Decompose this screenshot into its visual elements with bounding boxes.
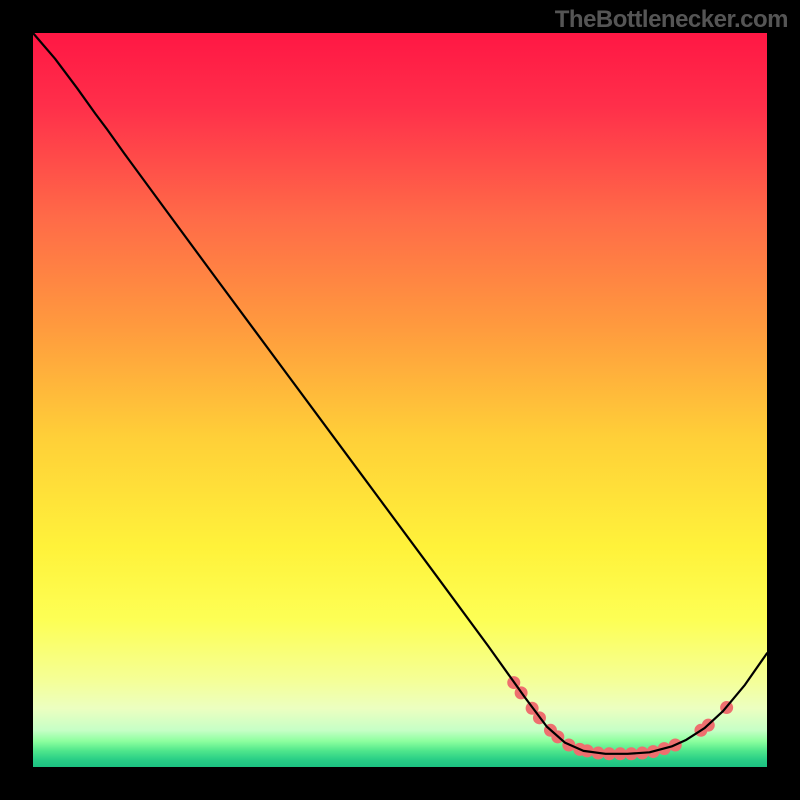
plot-area — [33, 33, 767, 767]
bottleneck-curve — [33, 33, 767, 754]
curve-layer — [33, 33, 767, 767]
watermark-text: TheBottlenecker.com — [555, 6, 788, 34]
chart-container: TheBottlenecker.com — [0, 0, 800, 800]
